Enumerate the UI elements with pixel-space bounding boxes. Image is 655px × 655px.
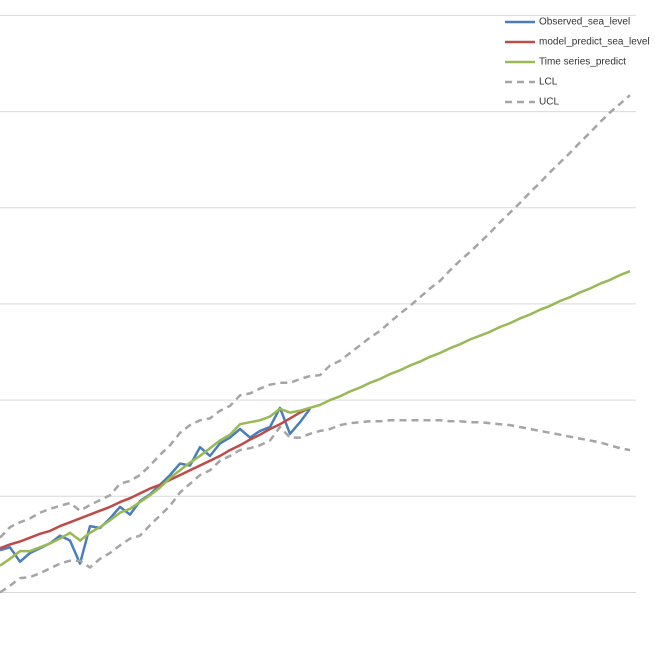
legend-label: LCL [539,77,558,88]
legend-label: Time series_predict [539,57,626,68]
series-line [0,419,631,594]
legend-item: Time series_predict [505,57,626,68]
legend-label: Observed_sea_level [539,17,630,28]
legend-item: Observed_sea_level [505,17,630,28]
legend-item: UCL [505,97,559,108]
legend-label: UCL [539,97,559,108]
legend-item: LCL [505,77,558,88]
legend-label: model_predict_sea_level [539,37,650,48]
legend-item: model_predict_sea_level [505,37,650,48]
series-line [0,94,631,539]
series-line [0,270,631,567]
series-line [0,406,311,550]
